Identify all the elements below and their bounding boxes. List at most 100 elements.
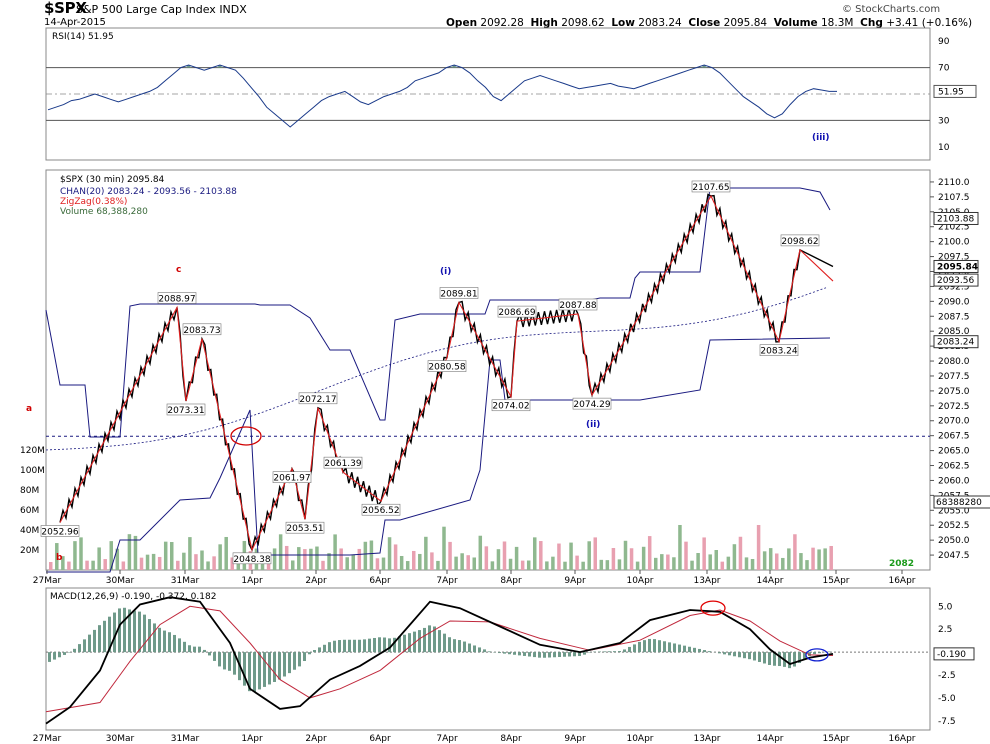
- price-tick-label: 2087.5: [938, 312, 970, 322]
- volume-bar: [278, 534, 283, 570]
- macd-histogram-bar: [398, 636, 401, 653]
- macd-tick-label: -7.5: [938, 717, 956, 727]
- volume-bar: [103, 559, 107, 570]
- volume-bar: [526, 560, 531, 570]
- macd-histogram-bar: [138, 611, 141, 653]
- volume-bar: [545, 561, 549, 570]
- zigzag-label: 2048.38: [233, 555, 270, 565]
- price-tick-label: 2107.5: [938, 193, 970, 203]
- zigzag-label: 2107.65: [692, 183, 729, 193]
- macd-histogram-bar: [803, 652, 806, 660]
- macd-histogram-bar: [268, 652, 271, 685]
- volume-bar: [811, 547, 815, 570]
- volume-tick-label: 60M: [20, 506, 39, 516]
- price-tick-label: 2067.5: [938, 432, 970, 442]
- volume-bar: [375, 558, 380, 570]
- macd-histogram-bar: [258, 652, 261, 690]
- price-tag: 2083.24: [937, 338, 974, 348]
- x-tick-label: 15Apr: [822, 576, 849, 586]
- volume-bar: [218, 544, 222, 570]
- macd-histogram-bar: [598, 651, 601, 653]
- volume-bar: [454, 556, 458, 570]
- volume-bar: [315, 546, 319, 570]
- rsi-tick-label: 90: [938, 37, 950, 47]
- zigzag-label-box: [572, 397, 612, 410]
- macd-histogram-bar: [333, 640, 336, 653]
- volume-bar: [708, 554, 712, 570]
- macd-histogram-bar: [498, 652, 501, 654]
- macd-histogram-bar: [478, 647, 481, 653]
- volume-bar: [230, 557, 234, 570]
- zigzag-label-box: [780, 234, 820, 247]
- volume-bar: [339, 548, 343, 570]
- price-tag-box: [933, 335, 979, 349]
- volume-bar: [369, 540, 374, 570]
- volume-bar: [436, 560, 440, 570]
- macd-tick-label: -2.5: [938, 671, 956, 681]
- macd-histogram-bar: [638, 641, 641, 653]
- volume-bar: [502, 541, 507, 570]
- macd-histogram-bar: [723, 652, 726, 655]
- macd-x-tick-label: 2Apr: [305, 734, 327, 744]
- macd-histogram-bar: [613, 651, 616, 653]
- volume-bar: [793, 534, 797, 570]
- volume-bar: [472, 557, 476, 570]
- macd-histogram-bar: [513, 652, 516, 655]
- macd-histogram-bar: [758, 652, 761, 662]
- volume-bar: [399, 555, 404, 570]
- macd-x-tick-label: 27Mar: [33, 734, 62, 744]
- zigzag-line: [59, 194, 834, 552]
- volume-bar: [170, 542, 174, 570]
- macd-histogram-bar: [788, 652, 791, 669]
- volume-bar: [127, 534, 132, 570]
- rsi-last-value-tag: [933, 84, 977, 98]
- macd-histogram-bar: [203, 649, 206, 653]
- volume-bar: [805, 560, 809, 570]
- price-tick-label: 2062.5: [938, 462, 970, 472]
- zigzag-label: 2072.17: [299, 395, 336, 405]
- zigzag-label: 2080.58: [428, 363, 465, 373]
- price-tag-box: [933, 211, 979, 225]
- price-tick-label: 2110.0: [938, 178, 970, 188]
- x-tick-label: 10Apr: [626, 576, 653, 586]
- x-tick-label: 16Apr: [888, 576, 915, 586]
- price-tick-label: 2065.0: [938, 447, 970, 457]
- price-tick-label: 2075.0: [938, 387, 970, 397]
- macd-histogram-bar: [508, 652, 511, 655]
- price-tick-label: 2097.5: [938, 253, 970, 263]
- volume-bar: [563, 561, 567, 570]
- macd-histogram-bar: [793, 652, 796, 667]
- volume-tag-box: [933, 495, 990, 509]
- macd-histogram-bar: [623, 649, 626, 653]
- price-panel-frame: [45, 169, 931, 571]
- price-tick-label: 2092.5: [938, 282, 970, 292]
- zigzag-label-box: [558, 298, 598, 311]
- volume-bar: [224, 536, 228, 570]
- brand-logo: © StockCharts.com: [842, 4, 941, 15]
- macd-histogram-bar: [83, 639, 86, 653]
- x-tick-label: 7Apr: [436, 576, 458, 586]
- volume-tick-label: 20M: [20, 546, 39, 556]
- macd-histogram-bar: [418, 630, 421, 653]
- price-tick-label: 2090.0: [938, 297, 970, 307]
- volume-bar: [412, 550, 416, 570]
- x-tick-label: 30Mar: [106, 576, 135, 586]
- volume-bar: [617, 559, 622, 570]
- price-legend-title: $SPX (30 min) 2095.84: [60, 175, 165, 185]
- macd-histogram-bar: [693, 647, 696, 653]
- volume-bar: [297, 547, 301, 570]
- zigzag-label-box: [691, 180, 731, 193]
- price-tick-label: 2050.0: [938, 536, 970, 546]
- volume-bar: [309, 548, 313, 570]
- volume-bar: [460, 553, 464, 570]
- price-tick-label: 2080.0: [938, 357, 970, 367]
- volume-tick-label: 80M: [20, 486, 39, 496]
- macd-histogram-bar: [213, 652, 216, 661]
- macd-histogram-bar: [173, 634, 176, 653]
- macd-tick-label: -5.0: [938, 694, 956, 704]
- macd-histogram-bar: [753, 652, 756, 661]
- volume-tick-label: 40M: [20, 526, 39, 536]
- macd-histogram-bar: [433, 626, 436, 653]
- volume-bar: [272, 548, 277, 570]
